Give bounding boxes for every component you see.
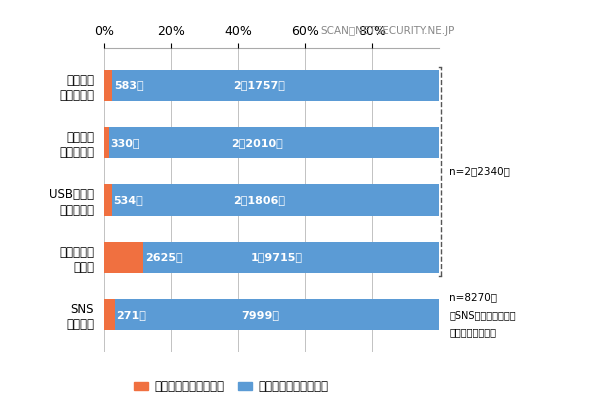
Bar [109,127,439,158]
Text: SCANネNETSECURITY.NE.JP: SCANネNETSECURITY.NE.JP [320,26,454,36]
Text: 2万1806人: 2万1806人 [233,195,285,205]
Text: 583人: 583人 [114,80,144,90]
Text: 330人: 330人 [110,138,140,148]
Text: 1万9715人: 1万9715人 [250,252,303,262]
Legend: インシデント経験あり, インシデント経験なし: インシデント経験あり, インシデント経験なし [129,375,333,398]
Bar [104,70,112,101]
Text: （SNSを使ったことが: （SNSを使ったことが [449,310,516,320]
Bar [104,242,143,273]
Text: ない人を除く）: ない人を除く） [449,327,497,337]
Text: 2万2010人: 2万2010人 [232,138,283,148]
Bar [112,70,439,101]
Bar [143,242,439,273]
Text: 271人: 271人 [117,310,146,320]
Bar [104,299,115,330]
Bar [104,184,112,216]
Bar [115,299,439,330]
Text: 2万1757人: 2万1757人 [234,80,285,90]
Bar [104,127,109,158]
Text: n=2万2340人: n=2万2340人 [449,166,510,176]
Text: n=8270人: n=8270人 [449,292,497,302]
Text: 2625人: 2625人 [145,252,182,262]
Text: 534人: 534人 [113,195,143,205]
Bar [112,184,439,216]
Text: 7999人: 7999人 [242,310,280,320]
